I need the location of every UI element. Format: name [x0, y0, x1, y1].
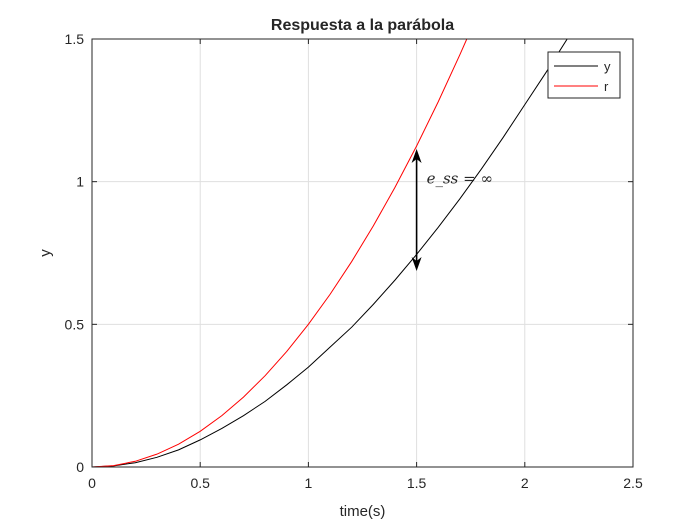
- series-line-r: [92, 39, 468, 467]
- annotation: e_ss = ∞: [411, 149, 493, 271]
- x-axis-label: time(s): [340, 503, 386, 520]
- x-tick-label: 2.5: [623, 475, 643, 491]
- ticks: 0 0.5 1 1.5 2 2.5 0 0.5 1 1.5: [65, 31, 643, 491]
- legend-label-r: r: [604, 79, 609, 94]
- y-tick-label: 1: [76, 174, 84, 190]
- series-line-y: [92, 39, 568, 467]
- error-arrow-head-up: [411, 149, 422, 163]
- chart-title: Respuesta a la parábola: [271, 17, 454, 34]
- plot-frame: [91, 38, 634, 468]
- series-layer: [92, 39, 568, 467]
- error-label: e_ss = ∞: [427, 170, 493, 188]
- y-tick-label: 1.5: [65, 31, 85, 47]
- legend: y r: [547, 51, 621, 99]
- y-tick-label: 0.5: [65, 316, 85, 332]
- x-tick-label: 0: [88, 475, 96, 491]
- y-tick-label: 0: [76, 459, 84, 475]
- x-tick-label: 1: [305, 475, 313, 491]
- legend-label-y: y: [604, 59, 611, 74]
- x-tick-label: 0.5: [190, 475, 210, 491]
- legend-box: [547, 51, 621, 99]
- x-tick-label: 1.5: [407, 475, 427, 491]
- error-arrow-head-down: [411, 256, 422, 271]
- y-axis-label: y: [37, 249, 54, 257]
- x-tick-label: 2: [521, 475, 529, 491]
